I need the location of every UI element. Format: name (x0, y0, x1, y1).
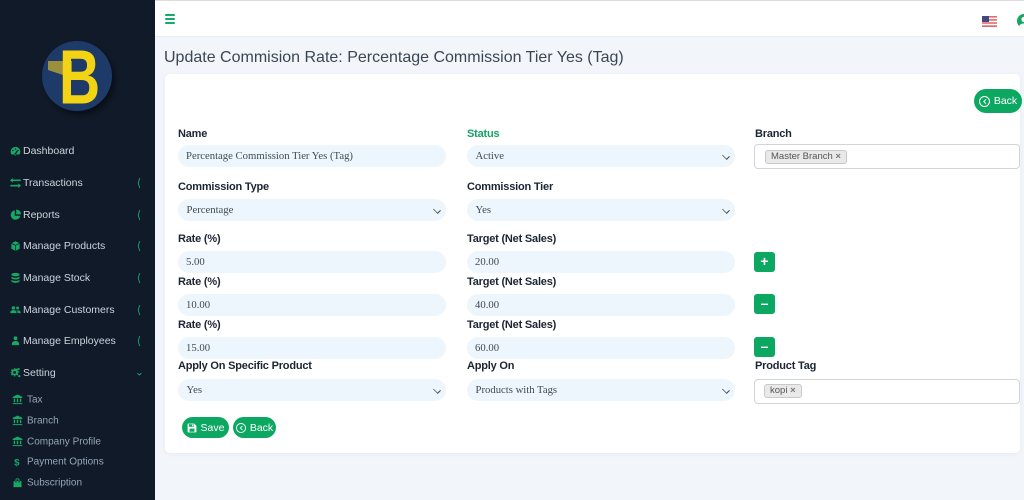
svg-text:$: $ (14, 458, 20, 468)
svg-text:B: B (59, 41, 100, 111)
